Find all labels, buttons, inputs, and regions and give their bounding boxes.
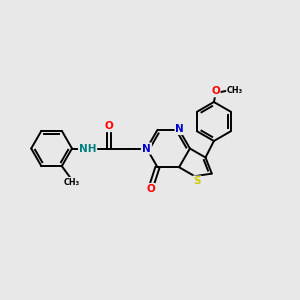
Text: NH: NH: [79, 143, 96, 154]
Text: CH₃: CH₃: [64, 178, 80, 187]
Text: O: O: [105, 121, 114, 131]
Text: N: N: [175, 124, 184, 134]
Text: N: N: [142, 143, 151, 154]
Text: S: S: [193, 176, 201, 186]
Text: O: O: [146, 184, 155, 194]
Text: N: N: [142, 143, 151, 154]
Text: CH₃: CH₃: [227, 86, 243, 95]
Text: O: O: [211, 86, 220, 97]
